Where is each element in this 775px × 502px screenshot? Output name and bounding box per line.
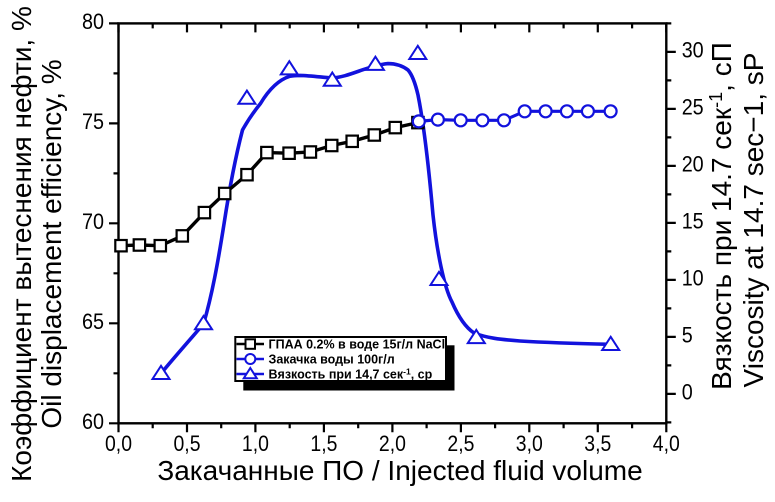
svg-text:1,0: 1,0 bbox=[242, 431, 269, 456]
svg-text:65: 65 bbox=[82, 309, 104, 334]
svg-text:Viscosity at 14.7 sec−1, sP: Viscosity at 14.7 sec−1, sP bbox=[738, 53, 769, 388]
svg-text:0: 0 bbox=[682, 380, 693, 405]
svg-text:15: 15 bbox=[682, 209, 704, 234]
svg-text:3,0: 3,0 bbox=[516, 431, 543, 456]
svg-text:ГПАА 0.2% в воде 15г/л NaCl: ГПАА 0.2% в воде 15г/л NaCl bbox=[269, 337, 446, 351]
svg-text:10: 10 bbox=[682, 266, 704, 291]
svg-text:4,0: 4,0 bbox=[653, 431, 680, 456]
svg-text:80: 80 bbox=[82, 9, 104, 34]
svg-text:20: 20 bbox=[682, 152, 704, 177]
svg-text:2,0: 2,0 bbox=[379, 431, 406, 456]
svg-text:0,5: 0,5 bbox=[174, 431, 201, 456]
svg-text:1,5: 1,5 bbox=[310, 431, 337, 456]
svg-text:5: 5 bbox=[682, 323, 693, 348]
svg-text:30: 30 bbox=[682, 38, 704, 63]
svg-text:70: 70 bbox=[82, 209, 104, 234]
svg-text:Закачка воды 100г/л: Закачка воды 100г/л bbox=[269, 352, 395, 366]
svg-text:Коэффициент вытеснения нефти,: Коэффициент вытеснения нефти, % bbox=[6, 6, 37, 482]
svg-text:60: 60 bbox=[82, 409, 104, 434]
svg-text:25: 25 bbox=[682, 95, 704, 120]
svg-text:3,5: 3,5 bbox=[584, 431, 611, 456]
svg-text:Вязкость при 14,7 сек-1, ср: Вязкость при 14,7 сек-1, ср bbox=[269, 366, 433, 381]
svg-text:Oil displacement efficiency, %: Oil displacement efficiency, % bbox=[36, 59, 67, 428]
svg-text:75: 75 bbox=[82, 109, 104, 134]
svg-text:Закачанные ПО / Injected fluid: Закачанные ПО / Injected fluid volume bbox=[157, 455, 642, 486]
svg-text:2,5: 2,5 bbox=[447, 431, 474, 456]
svg-text:0,0: 0,0 bbox=[105, 431, 132, 456]
